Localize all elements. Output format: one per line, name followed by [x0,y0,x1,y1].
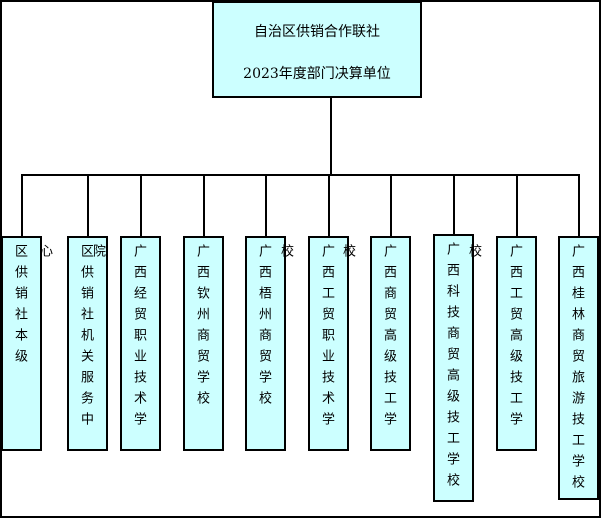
branch-connector [328,175,330,236]
unit-label: 广西经贸职业技术学院 [90,244,146,433]
branch-connector [21,175,23,236]
unit-node: 广西工贸职业技术学校 [278,236,349,451]
unit-label: 广西科技商贸高级技工学校 [444,242,459,494]
unit-label: 广西梧州商贸学校 [256,244,271,412]
unit-node: 广西工贸高级技工学校 [466,236,537,451]
unit-label: 区供销社本级 [12,244,27,370]
unit-node: 广西桂林商贸旅游技工学校 [558,236,599,500]
unit-node: 区供销社机关服务中心 [37,236,108,451]
unit-label: 广西商贸高级技工学校 [340,244,396,433]
branch-connector [87,175,89,236]
unit-node: 广西商贸高级技工学校 [340,236,411,451]
trunk-connector [330,98,332,176]
unit-label: 广西桂林商贸旅游技工学校 [569,244,584,496]
bus-connector [21,174,580,176]
branch-connector [578,175,580,236]
root-node: 自治区供销合作联社 2023年度部门决算单位 [212,1,422,98]
unit-node: 广西梧州商贸学校 [245,236,286,451]
unit-node: 广西经贸职业技术学院 [90,236,161,451]
branch-connector [140,175,142,236]
branch-connector [390,175,392,236]
branch-connector [516,175,518,236]
unit-node: 广西科技商贸高级技工学校 [433,234,474,502]
root-title: 自治区供销合作联社 [254,24,380,40]
unit-label: 广西工贸高级技工学校 [466,244,522,433]
unit-label: 广西钦州商贸学校 [194,244,209,412]
root-subtitle: 2023年度部门决算单位 [243,66,391,82]
unit-node: 广西钦州商贸学校 [183,236,224,451]
unit-label: 区供销社机关服务中心 [37,244,93,433]
branch-connector [453,175,455,234]
branch-connector [203,175,205,236]
branch-connector [265,175,267,236]
unit-node: 区供销社本级 [1,236,42,451]
unit-label: 广西工贸职业技术学校 [278,244,334,433]
